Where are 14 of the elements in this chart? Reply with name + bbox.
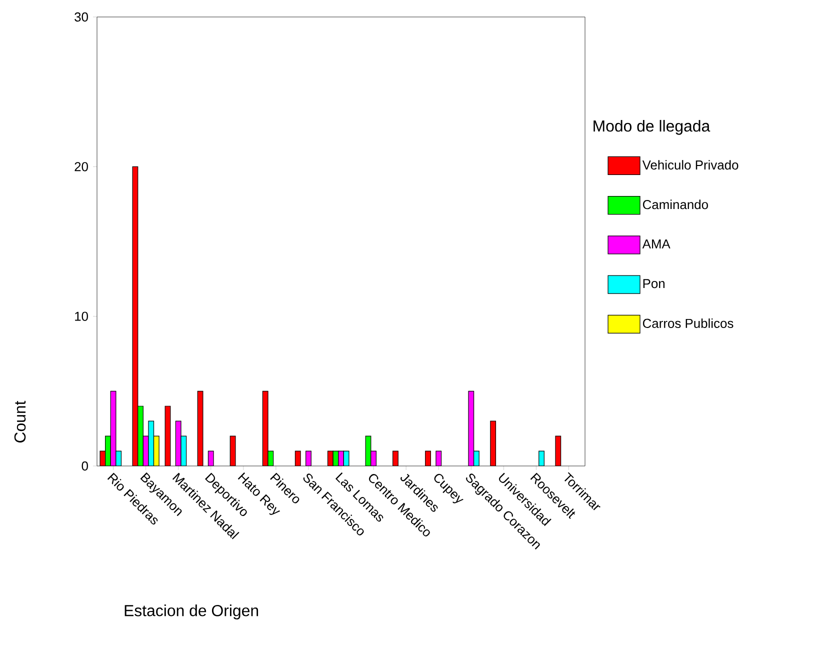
legend-label: Carros Publicos	[642, 318, 734, 328]
legend-title: Modo de llegada	[594, 120, 710, 135]
legend-label: AMA	[642, 240, 670, 248]
legend-label: Caminando	[642, 200, 708, 210]
y-tick-label: 20	[74, 162, 88, 172]
bar	[138, 406, 144, 466]
y-tick-label: 0	[82, 461, 88, 471]
y-tick-label: 30	[74, 12, 88, 22]
x-axis-title: Estacion de Origen	[124, 604, 258, 620]
y-tick-label: 10	[75, 312, 88, 321]
legend-label: Pon	[643, 279, 665, 288]
y-axis-title: Count	[14, 400, 26, 442]
bar	[105, 436, 111, 466]
legend-label: Vehiculo Privado	[642, 160, 738, 170]
